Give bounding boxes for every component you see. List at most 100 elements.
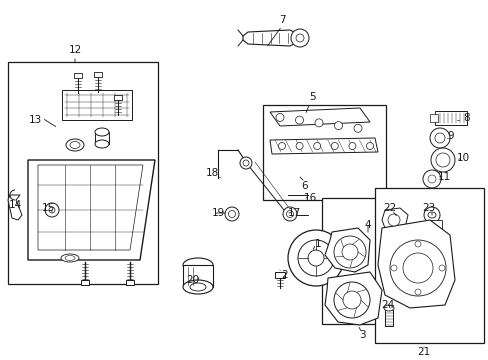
Circle shape [275,113,284,121]
Circle shape [427,175,435,183]
Circle shape [286,211,293,217]
Circle shape [307,250,324,266]
Ellipse shape [427,212,435,218]
Text: 5: 5 [308,92,315,102]
Polygon shape [381,208,407,232]
Circle shape [240,157,251,169]
Circle shape [423,207,439,223]
Ellipse shape [70,141,80,148]
Bar [74,73,82,78]
Circle shape [333,282,369,318]
Polygon shape [377,220,454,308]
Ellipse shape [183,280,213,294]
Circle shape [422,170,440,188]
Text: 8: 8 [463,113,469,123]
Bar [126,280,134,285]
Ellipse shape [383,305,393,311]
Circle shape [414,289,420,295]
Polygon shape [8,195,22,220]
Text: 13: 13 [28,115,41,125]
Text: 2: 2 [281,270,288,280]
Text: 24: 24 [381,300,394,310]
Circle shape [296,143,303,149]
Circle shape [434,133,444,143]
Bar [321,198,431,324]
Bar [8,62,158,284]
Circle shape [342,291,360,309]
Bar [429,220,441,228]
Circle shape [387,214,399,226]
Polygon shape [243,30,297,46]
Circle shape [429,128,449,148]
Circle shape [341,244,357,260]
Text: 19: 19 [211,208,224,218]
Circle shape [435,153,449,167]
Circle shape [49,207,55,213]
Polygon shape [325,228,369,272]
Circle shape [390,265,396,271]
Polygon shape [269,138,377,154]
Polygon shape [38,165,142,250]
Ellipse shape [65,256,75,261]
Bar [429,114,437,122]
Bar [434,111,466,125]
Circle shape [295,34,304,42]
Bar [114,95,122,100]
Ellipse shape [66,139,84,151]
Circle shape [334,122,342,130]
Circle shape [331,143,338,149]
Text: 6: 6 [301,181,307,191]
Polygon shape [28,160,155,260]
Circle shape [295,116,303,124]
Circle shape [297,240,333,276]
Circle shape [283,207,296,221]
Text: 15: 15 [41,203,55,213]
Circle shape [45,203,59,217]
Text: 14: 14 [8,200,21,210]
Circle shape [224,207,239,221]
Ellipse shape [95,128,109,136]
Text: 18: 18 [205,168,218,178]
Text: 21: 21 [417,347,430,357]
Bar [183,265,213,287]
Text: 1: 1 [314,239,321,249]
Bar [95,132,109,144]
Text: 20: 20 [186,275,199,285]
Circle shape [228,211,235,217]
Circle shape [278,143,285,149]
Circle shape [353,124,361,132]
Text: 23: 23 [422,203,435,213]
Polygon shape [269,108,369,126]
Ellipse shape [183,258,213,272]
Circle shape [402,253,432,283]
Text: 22: 22 [383,203,396,213]
Circle shape [414,241,420,247]
Circle shape [290,29,308,47]
Bar [274,272,285,278]
Text: 4: 4 [364,220,370,230]
Text: 7: 7 [278,15,285,25]
Polygon shape [62,90,132,120]
Bar [94,72,102,77]
Ellipse shape [61,254,79,262]
Circle shape [366,143,373,149]
Circle shape [313,143,320,149]
Bar [374,188,483,343]
Ellipse shape [95,140,109,148]
Circle shape [389,240,445,296]
Polygon shape [325,272,381,325]
Circle shape [314,119,323,127]
Circle shape [243,160,248,166]
Circle shape [348,143,355,149]
Circle shape [430,148,454,172]
Circle shape [438,265,444,271]
Circle shape [287,230,343,286]
Text: 9: 9 [447,131,453,141]
Text: 16: 16 [303,193,316,203]
Text: 17: 17 [287,208,300,218]
Text: 11: 11 [436,172,450,182]
Bar [81,280,89,285]
Text: 3: 3 [358,330,365,340]
Circle shape [333,236,365,268]
Text: 10: 10 [455,153,468,163]
